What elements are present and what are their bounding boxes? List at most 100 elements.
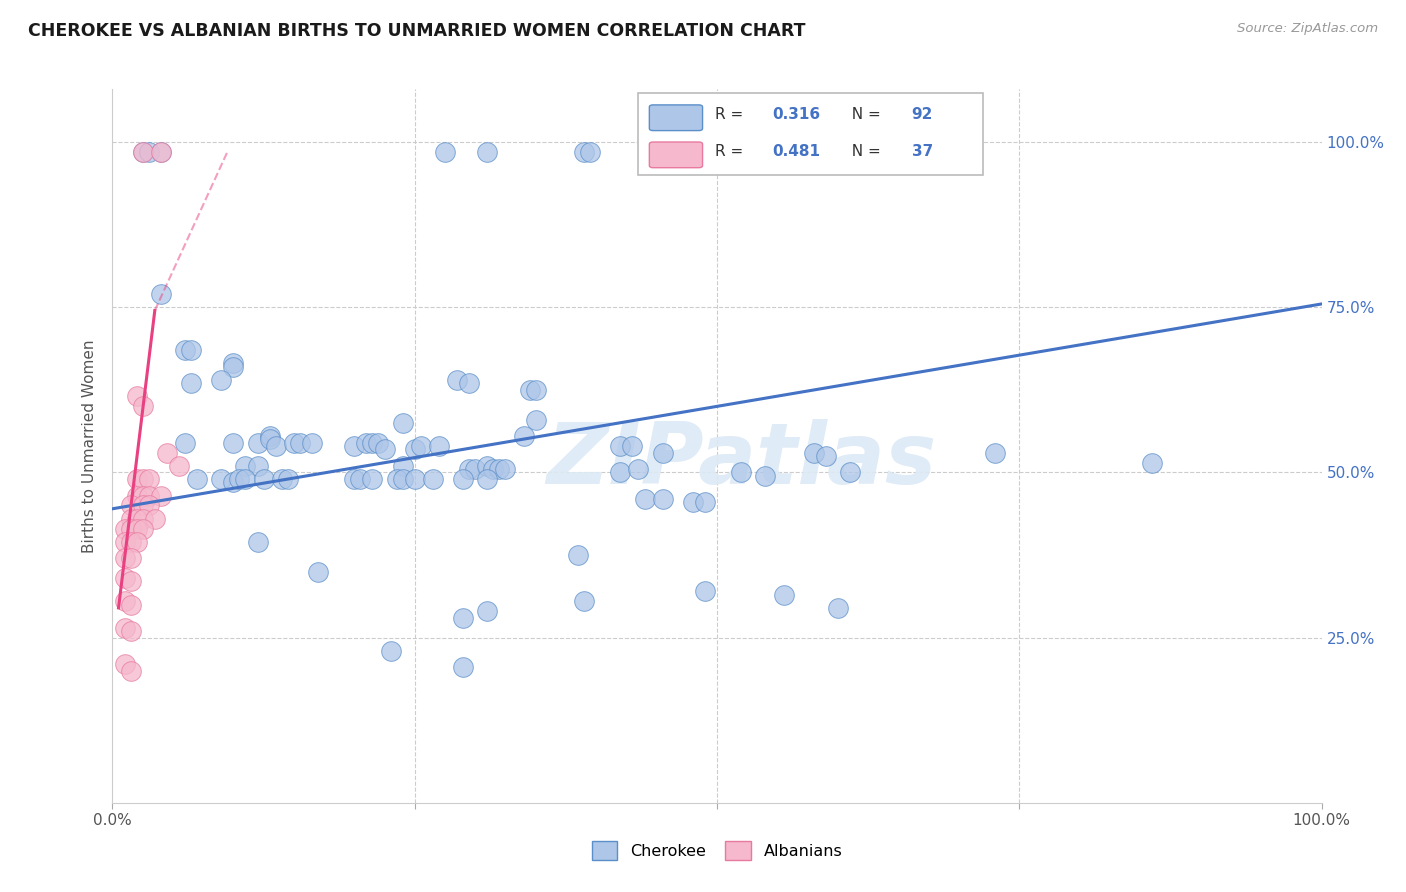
Point — [114, 534, 136, 549]
FancyBboxPatch shape — [650, 105, 703, 130]
Point — [512, 429, 534, 443]
Point — [270, 472, 292, 486]
Point — [391, 458, 413, 473]
Point — [125, 511, 148, 525]
Point — [404, 472, 426, 486]
Point — [839, 466, 862, 480]
Point — [222, 435, 245, 450]
Point — [132, 499, 155, 513]
Point — [356, 435, 378, 450]
Point — [235, 472, 257, 486]
Point — [814, 449, 837, 463]
Point — [477, 472, 499, 486]
Point — [149, 287, 172, 301]
Point — [132, 145, 155, 159]
Point — [277, 472, 299, 486]
Point — [627, 462, 650, 476]
Point — [120, 598, 142, 612]
Point — [132, 472, 155, 486]
FancyBboxPatch shape — [650, 142, 703, 168]
Point — [253, 472, 276, 486]
Point — [186, 472, 208, 486]
Point — [149, 489, 172, 503]
Text: 37: 37 — [911, 144, 934, 159]
Point — [343, 472, 366, 486]
Point — [120, 534, 142, 549]
Point — [579, 145, 602, 159]
Point — [730, 466, 752, 480]
Point — [114, 522, 136, 536]
Point — [380, 644, 402, 658]
Point — [167, 458, 190, 473]
Point — [222, 356, 245, 370]
Point — [114, 621, 136, 635]
Point — [246, 458, 269, 473]
Text: 0.316: 0.316 — [773, 107, 821, 121]
Point — [651, 491, 673, 506]
Point — [114, 571, 136, 585]
Point — [180, 343, 202, 358]
Point — [264, 439, 287, 453]
Point — [288, 435, 311, 450]
Text: 92: 92 — [911, 107, 934, 121]
Point — [374, 442, 396, 457]
Point — [349, 472, 371, 486]
Point — [482, 462, 505, 476]
Point — [138, 499, 160, 513]
Point — [132, 522, 155, 536]
Point — [451, 611, 474, 625]
Point — [132, 511, 155, 525]
Point — [682, 495, 704, 509]
Point — [114, 594, 136, 608]
Point — [125, 389, 148, 403]
Point — [488, 462, 510, 476]
Point — [361, 435, 384, 450]
Point — [451, 660, 474, 674]
Point — [827, 600, 849, 615]
Point — [125, 534, 148, 549]
Point — [754, 468, 776, 483]
Text: R =: R = — [714, 144, 748, 159]
Point — [900, 145, 922, 159]
Point — [803, 445, 825, 459]
Point — [149, 145, 172, 159]
Legend: Cherokee, Albanians: Cherokee, Albanians — [585, 835, 849, 866]
Point — [477, 145, 499, 159]
FancyBboxPatch shape — [638, 93, 983, 175]
Point — [984, 445, 1007, 459]
Point — [246, 534, 269, 549]
Point — [222, 475, 245, 490]
Point — [120, 551, 142, 566]
Point — [222, 359, 245, 374]
Point — [651, 445, 673, 459]
Point — [132, 489, 155, 503]
Point — [361, 472, 384, 486]
Point — [125, 472, 148, 486]
Point — [343, 439, 366, 453]
Point — [120, 664, 142, 678]
Point — [132, 145, 155, 159]
Point — [385, 472, 408, 486]
Point — [693, 584, 716, 599]
Text: 0.481: 0.481 — [773, 144, 821, 159]
Point — [409, 439, 432, 453]
Point — [451, 472, 474, 486]
Point — [572, 145, 595, 159]
Point — [404, 442, 426, 457]
Point — [464, 462, 486, 476]
Point — [149, 145, 172, 159]
Point — [427, 439, 450, 453]
Point — [391, 472, 413, 486]
Point — [174, 343, 197, 358]
Point — [246, 435, 269, 450]
Point — [422, 472, 444, 486]
Point — [120, 574, 142, 589]
Point — [693, 495, 716, 509]
Point — [235, 458, 257, 473]
Text: Source: ZipAtlas.com: Source: ZipAtlas.com — [1237, 22, 1378, 36]
Text: N =: N = — [842, 107, 886, 121]
Point — [125, 522, 148, 536]
Point — [477, 458, 499, 473]
Point — [138, 472, 160, 486]
Point — [1142, 456, 1164, 470]
